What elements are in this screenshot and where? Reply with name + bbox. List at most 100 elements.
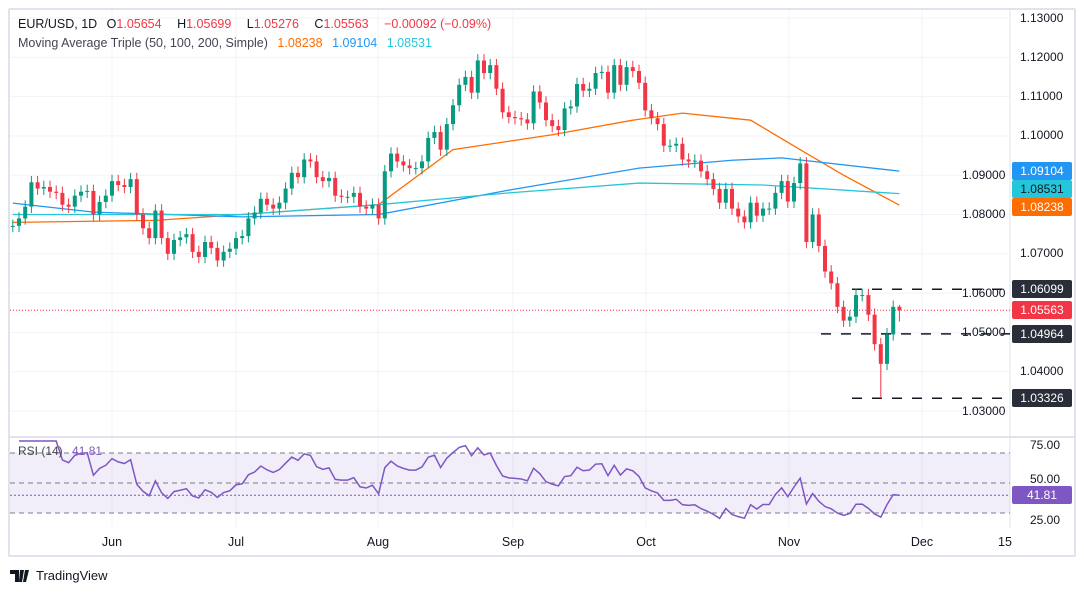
candle-up <box>289 172 294 189</box>
open-value: 1.05654 <box>116 17 162 31</box>
candle-down <box>91 190 96 215</box>
candle-down <box>60 192 65 205</box>
candle-down <box>314 161 319 178</box>
candle-down <box>637 71 641 83</box>
candle-down <box>649 110 654 119</box>
candle-up <box>798 163 803 184</box>
candle-up <box>41 186 46 189</box>
candle-down <box>500 88 505 113</box>
candle-up <box>420 161 424 169</box>
candle-up <box>444 124 449 150</box>
candle-down <box>730 188 734 209</box>
rsi-value: 41.81 <box>72 444 103 458</box>
candle-down <box>581 84 586 91</box>
time-tick-label: Dec <box>910 535 934 549</box>
price-tick-label: 1.13000 <box>1020 10 1064 25</box>
candle-down <box>519 118 524 120</box>
ma-legend[interactable]: Moving Average Triple (50, 100, 200, Sim… <box>18 36 438 50</box>
ma50-value: 1.08238 <box>277 36 323 50</box>
candle-up <box>246 218 251 237</box>
candle-up <box>413 168 418 170</box>
candle-up <box>748 202 753 223</box>
candle-up <box>153 210 158 239</box>
candle-down <box>804 163 809 243</box>
candle-up <box>761 208 765 216</box>
candle-down <box>686 159 691 162</box>
candle-down <box>513 117 517 119</box>
candle-down <box>165 238 170 254</box>
candle-up <box>370 204 375 209</box>
candle-down <box>159 210 164 239</box>
time-tick-label: Jul <box>228 535 244 549</box>
symbol-legend: EUR/USD, 1D O1.05654 H1.05699 L1.05276 C… <box>18 17 497 31</box>
last-price-badge: 1.05563 <box>1012 301 1072 320</box>
time-tick-label: 15 <box>998 535 1012 549</box>
candle-down <box>618 65 623 85</box>
candle-up <box>854 295 858 317</box>
candle-down <box>699 160 703 172</box>
candle-down <box>190 234 195 252</box>
time-tick-label: Aug <box>366 535 390 549</box>
candle-up <box>885 334 889 364</box>
candle-up <box>562 108 567 131</box>
candle-down <box>265 198 269 205</box>
price-tick-label: 1.06000 <box>962 285 1006 300</box>
candle-up <box>110 181 114 196</box>
candle-up <box>79 191 83 196</box>
candle-down <box>705 171 710 180</box>
low-level-badge: 1.03326 <box>1012 389 1072 408</box>
rsi-tick-label: 50.00 <box>1030 471 1061 486</box>
price-tick-label: 1.08000 <box>962 207 1006 221</box>
candle-up <box>382 171 387 219</box>
candle-up <box>72 195 77 207</box>
candle-down <box>680 143 685 160</box>
ma100-line <box>12 157 900 218</box>
tradingview-logo[interactable]: TradingView <box>10 568 108 583</box>
candle-down <box>866 295 871 315</box>
support-level-badge: 1.04964 <box>1012 324 1072 343</box>
candle-down <box>655 118 660 125</box>
candle-down <box>401 161 406 166</box>
ma50-badge: 1.08238 <box>1012 198 1072 217</box>
candle-up <box>103 195 108 202</box>
candle-up <box>172 240 176 254</box>
candle-down <box>506 112 511 118</box>
price-tick-label: 1.04000 <box>1020 364 1064 379</box>
candle-up <box>692 160 697 162</box>
price-tick-label: 1.07000 <box>1020 246 1064 261</box>
candle-down <box>711 179 716 189</box>
price-tick-label: 1.03000 <box>962 403 1006 418</box>
candle-down <box>196 251 201 257</box>
candle-down <box>525 119 530 124</box>
candle-down <box>835 283 840 307</box>
ma200-value: 1.08531 <box>386 36 432 50</box>
time-tick-label: Sep <box>501 535 525 549</box>
price-tick-label: 1.12000 <box>1020 49 1064 64</box>
candle-up <box>779 181 784 193</box>
candle-up <box>531 91 536 124</box>
candle-down <box>872 314 877 345</box>
ma-title: Moving Average Triple (50, 100, 200, Sim… <box>18 36 268 50</box>
candle-down <box>116 181 121 186</box>
candle-down <box>841 306 846 321</box>
candle-up <box>457 84 462 106</box>
candle-down <box>897 306 902 311</box>
candle-up <box>587 88 592 91</box>
candle-down <box>643 82 648 111</box>
candle-up <box>184 234 189 238</box>
brand-name: TradingView <box>36 568 108 583</box>
candle-up <box>475 60 480 93</box>
rsi-legend[interactable]: RSI (14) 41.81 <box>18 444 108 458</box>
resistance-level-badge: 1.06099 <box>1012 280 1072 299</box>
candle-down <box>785 181 790 202</box>
candle-up <box>258 198 263 213</box>
rsi-title: RSI (14) <box>18 444 63 458</box>
change-value: −0.00092 (−0.09%) <box>384 17 492 31</box>
candle-down <box>438 131 443 150</box>
candle-up <box>451 105 455 125</box>
candle-down <box>141 214 145 229</box>
candle-down <box>358 192 362 207</box>
candle-up <box>624 67 629 85</box>
candle-down <box>469 76 474 93</box>
